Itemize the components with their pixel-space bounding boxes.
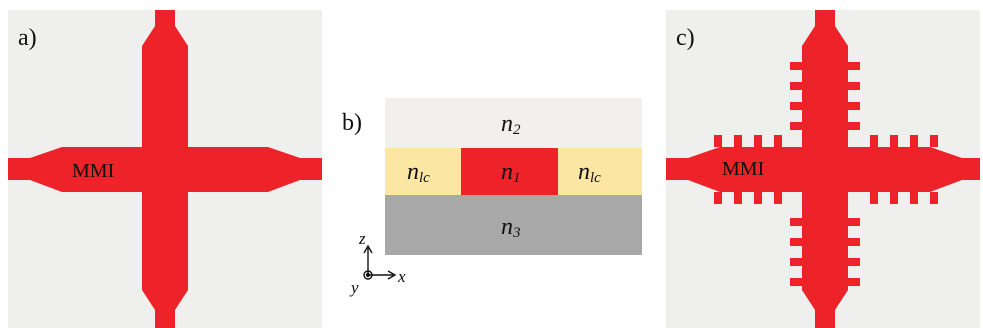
- mmi-label-c: MMI: [722, 158, 764, 180]
- horizontal-waveguide-left-a: [8, 158, 30, 180]
- grating-tooth-right: [848, 278, 860, 286]
- grating-tooth-right: [848, 62, 860, 70]
- nlc-left-label: nlc: [407, 159, 430, 186]
- mmi-horizontal-arm-a: [30, 147, 300, 192]
- grating-tooth-bottom: [714, 192, 722, 204]
- panel-a-label: a): [18, 25, 37, 51]
- coordinate-axes: [363, 244, 397, 280]
- grating-tooth-left: [790, 102, 802, 110]
- grating-teeth-c: [714, 62, 938, 286]
- panel-c-label: c): [676, 25, 695, 51]
- x-axis-arrowhead: [387, 270, 397, 280]
- grating-tooth-right: [848, 82, 860, 90]
- nlc-right-label: nlc: [578, 159, 601, 186]
- z-axis-arrowhead: [363, 244, 373, 254]
- grating-tooth-right: [848, 258, 860, 266]
- right-side-cladding: [558, 148, 642, 195]
- panel-a: a) MMI: [8, 10, 322, 328]
- grating-tooth-bottom: [754, 192, 762, 204]
- grating-tooth-top: [714, 135, 722, 147]
- grating-tooth-right: [848, 238, 860, 246]
- left-side-cladding: [385, 148, 461, 195]
- grating-tooth-right: [848, 102, 860, 110]
- grating-tooth-top: [870, 135, 878, 147]
- grating-tooth-top: [774, 135, 782, 147]
- grating-tooth-bottom: [870, 192, 878, 204]
- mmi-label-a: MMI: [72, 160, 114, 182]
- x-axis-label: x: [397, 267, 406, 286]
- vertical-waveguide-bottom-c: [815, 310, 835, 328]
- vertical-waveguide-top-c: [815, 10, 835, 26]
- grating-tooth-top: [930, 135, 938, 147]
- grating-tooth-bottom: [774, 192, 782, 204]
- panel-b-label: b): [342, 110, 362, 136]
- n2-label: n2: [501, 111, 521, 138]
- substrate-region: [385, 195, 642, 255]
- horizontal-waveguide-right-c: [962, 158, 980, 180]
- y-axis-label: y: [349, 278, 359, 297]
- grating-tooth-bottom: [890, 192, 898, 204]
- grating-tooth-left: [790, 62, 802, 70]
- upper-cladding-region: [385, 98, 642, 148]
- grating-tooth-right: [848, 218, 860, 226]
- vertical-waveguide-top-a: [155, 10, 175, 26]
- grating-tooth-right: [848, 122, 860, 130]
- grating-tooth-left: [790, 238, 802, 246]
- grating-tooth-top: [890, 135, 898, 147]
- y-axis-out-of-plane-symbol: [363, 270, 373, 280]
- grating-tooth-left: [790, 258, 802, 266]
- grating-tooth-top: [754, 135, 762, 147]
- horizontal-waveguide-left-c: [666, 158, 688, 180]
- panel-b: b) n2 nlc n1 nlc n3 z x: [342, 98, 642, 297]
- grating-tooth-top: [910, 135, 918, 147]
- grating-tooth-left: [790, 278, 802, 286]
- panel-c: c) MMI: [666, 10, 980, 328]
- n1-label: n1: [501, 159, 521, 186]
- z-axis-label: z: [358, 229, 366, 248]
- grating-tooth-bottom: [930, 192, 938, 204]
- grating-tooth-left: [790, 218, 802, 226]
- grating-tooth-left: [790, 122, 802, 130]
- grating-tooth-top: [734, 135, 742, 147]
- horizontal-waveguide-right-a: [300, 158, 322, 180]
- vertical-waveguide-bottom-a: [155, 310, 175, 328]
- mmi-horizontal-arm-c: [688, 147, 962, 192]
- n3-label: n3: [501, 214, 521, 241]
- core-region: [461, 148, 558, 195]
- grating-tooth-bottom: [734, 192, 742, 204]
- grating-tooth-bottom: [910, 192, 918, 204]
- waveguide-cross-a: [8, 10, 322, 328]
- y-axis-dot: [365, 272, 371, 278]
- waveguide-cross-c: [666, 10, 980, 328]
- grating-tooth-left: [790, 82, 802, 90]
